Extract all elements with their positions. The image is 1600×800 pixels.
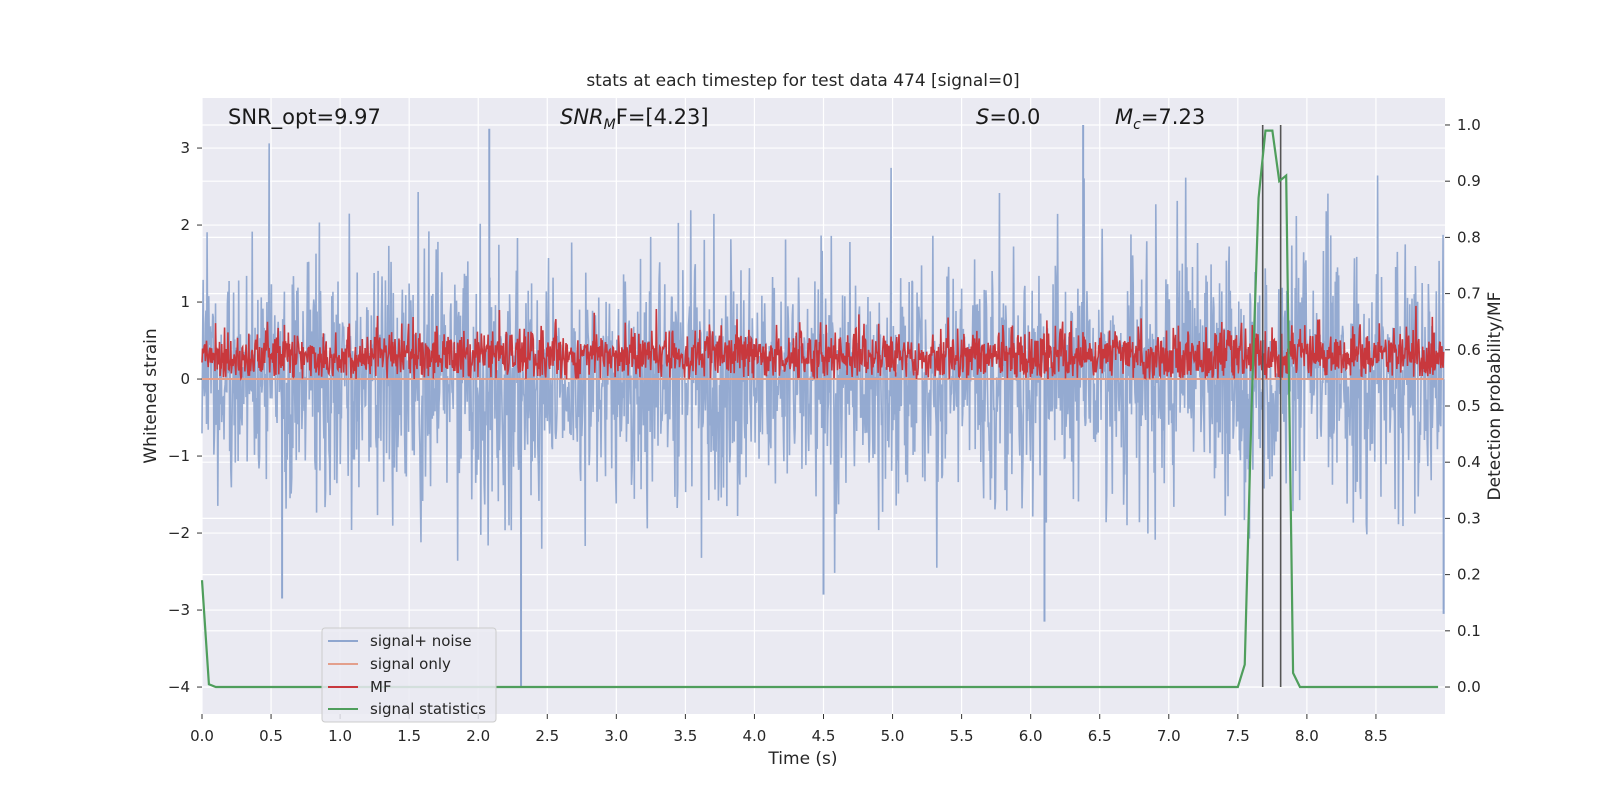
x-tick-label: 0.0 (190, 727, 214, 745)
s-rest: =0.0 (989, 105, 1040, 129)
series-mf (201, 305, 1445, 382)
x-tick-label: 4.5 (812, 727, 836, 745)
y2-tick-label: 0.3 (1457, 509, 1481, 527)
x-tick-label: 0.5 (259, 727, 283, 745)
x-tick-label: 2.0 (466, 727, 490, 745)
snr-mf-main: SNR (560, 105, 604, 129)
y2-tick-label: 0.7 (1457, 285, 1481, 303)
y-tick-label: −2 (168, 524, 190, 542)
y2-tick-label: 0.4 (1457, 453, 1481, 471)
x-tick-label: 7.0 (1157, 727, 1181, 745)
y-tick-label: −4 (168, 678, 190, 696)
y2-tick-label: 0.1 (1457, 622, 1481, 640)
y-tick-label: 2 (180, 216, 190, 234)
y-tick-label: 0 (180, 370, 190, 388)
x-tick-label: 1.0 (328, 727, 352, 745)
mf-line (201, 305, 1445, 382)
legend-label-mf: MF (370, 678, 392, 696)
y-tick-label: −1 (168, 447, 190, 465)
x-tick-label: 5.5 (950, 727, 974, 745)
x-tick-label: 8.0 (1295, 727, 1319, 745)
vertical-markers (1261, 124, 1282, 688)
y2-axis-ticks: 0.0 0.1 0.2 0.3 0.4 0.5 0.6 0.7 0.8 0.9 1.0 (1445, 116, 1481, 696)
y2-tick-label: 0.9 (1457, 172, 1481, 190)
x-tick-label: 3.0 (604, 727, 628, 745)
x-tick-label: 3.5 (673, 727, 697, 745)
y2-tick-label: 0.8 (1457, 228, 1481, 246)
y-axis-label: Whitened strain (141, 328, 161, 463)
legend-label-signal-noise: signal+ noise (370, 632, 472, 650)
y-tick-label: 1 (180, 293, 190, 311)
x-tick-label: 2.5 (535, 727, 559, 745)
snr-mf-rest: F=[4.23] (616, 105, 709, 129)
s-italic: S (976, 105, 989, 129)
y2-tick-label: 0.6 (1457, 341, 1481, 359)
mc-sub: c (1133, 117, 1141, 133)
chart-title: stats at each timestep for test data 474… (586, 71, 1019, 91)
x-tick-label: 6.0 (1019, 727, 1043, 745)
mc-italic: M (1115, 105, 1133, 129)
legend: signal+ noise signal only MF signal stat… (321, 627, 497, 723)
legend-box (321, 627, 497, 723)
y2-tick-label: 0.0 (1457, 678, 1481, 696)
y-tick-label: 3 (180, 139, 190, 157)
x-tick-label: 7.5 (1226, 727, 1250, 745)
y2-tick-label: 0.5 (1457, 397, 1481, 415)
mc-rest: =7.23 (1141, 105, 1205, 129)
x-axis-ticks: 0.0 0.5 1.0 1.5 2.0 2.5 3.0 3.5 4.0 4.5 5.0 5.5 6.0 6… (190, 714, 1388, 745)
legend-label-signal-only: signal only (370, 655, 451, 673)
annotation-s: S=0.0 (976, 105, 1040, 129)
annotation-snr-mf: SNRMF=[4.23] (560, 105, 709, 133)
x-axis-label: Time (s) (767, 749, 837, 769)
snr-mf-sub: M (604, 117, 616, 133)
y2-tick-label: 0.2 (1457, 566, 1481, 584)
legend-label-signal-statistics: signal statistics (370, 700, 486, 718)
y2-tick-label: 1.0 (1457, 116, 1481, 134)
x-tick-label: 5.0 (881, 727, 905, 745)
x-tick-label: 8.5 (1364, 727, 1388, 745)
y-axis-ticks: −4 −3 −2 −1 0 1 2 3 (168, 139, 202, 696)
annotation-snr-opt: SNR_opt=9.97 (228, 105, 381, 130)
signal-statistics-line (200, 129, 1439, 689)
y-tick-label: −3 (168, 601, 190, 619)
x-tick-label: 4.0 (743, 727, 767, 745)
y2-axis-label: Detection probability/MF (1485, 292, 1505, 501)
x-tick-label: 1.5 (397, 727, 421, 745)
x-tick-label: 6.5 (1088, 727, 1112, 745)
series-signal-statistics (200, 129, 1439, 689)
annotation-mc: Mc=7.23 (1115, 105, 1205, 133)
